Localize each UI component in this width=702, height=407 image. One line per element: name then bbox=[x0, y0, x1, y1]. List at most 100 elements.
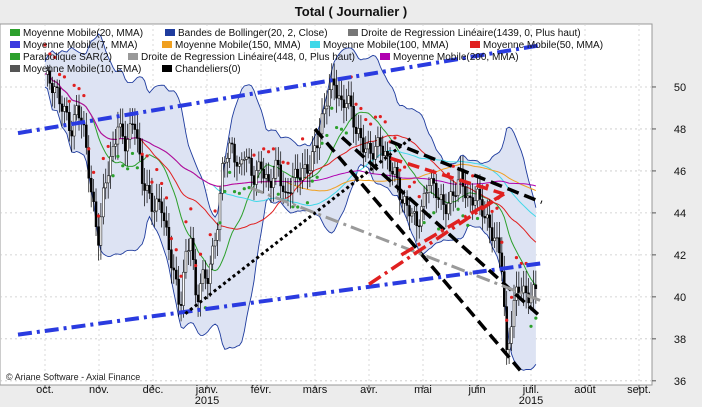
candle-body bbox=[160, 201, 163, 214]
sar-dot bbox=[500, 240, 504, 244]
candle-body bbox=[417, 225, 421, 228]
candle-body bbox=[437, 197, 440, 200]
candle-body bbox=[267, 174, 270, 182]
x-tick-label: août bbox=[574, 384, 595, 396]
candle-body bbox=[174, 269, 178, 280]
x-tick-label: janv. bbox=[195, 384, 218, 396]
sar-dot bbox=[485, 183, 489, 188]
candle-body bbox=[252, 175, 256, 185]
sar-dot bbox=[57, 72, 62, 77]
sar-dot bbox=[412, 180, 416, 184]
legend-label: Droite de Regression Linéaire(448, 0, Pl… bbox=[141, 52, 355, 63]
candle-body bbox=[70, 130, 73, 137]
candle-body bbox=[99, 216, 103, 246]
y-tick-label: 42 bbox=[674, 250, 686, 262]
candle-body bbox=[347, 95, 350, 104]
candle-body bbox=[354, 126, 358, 134]
candle-body bbox=[512, 300, 516, 327]
legend-swatch bbox=[165, 29, 175, 36]
candle-body bbox=[182, 271, 185, 306]
sar-dot bbox=[150, 180, 154, 184]
candle-body bbox=[454, 195, 457, 197]
candle-body bbox=[133, 123, 137, 130]
legend-label: Moyenne Mobile(150, MMA) bbox=[175, 40, 301, 51]
sar-dot bbox=[393, 136, 397, 140]
candle-body bbox=[255, 170, 258, 185]
sar-dot bbox=[262, 147, 266, 151]
candle-body bbox=[510, 326, 513, 344]
legend-swatch bbox=[10, 53, 20, 60]
credit-text: © Ariane Software - Axial Finance bbox=[6, 372, 140, 382]
sar-dot bbox=[383, 120, 387, 124]
candle-body bbox=[386, 150, 389, 157]
sar-dot bbox=[456, 207, 460, 211]
candle-body bbox=[342, 99, 346, 108]
candle-body bbox=[393, 167, 397, 175]
candle-body bbox=[87, 147, 90, 179]
candle-body bbox=[46, 70, 49, 75]
candle-body bbox=[201, 269, 205, 284]
candle-body bbox=[444, 204, 448, 215]
x-tick-label: oct. bbox=[36, 384, 54, 396]
candle-body bbox=[77, 105, 81, 119]
legend-label: Moyenne Mobile(50, MMA) bbox=[483, 40, 603, 51]
sar-dot bbox=[140, 152, 144, 156]
candle-body bbox=[405, 196, 409, 206]
sar-dot bbox=[155, 167, 159, 172]
candle-body bbox=[131, 123, 134, 126]
y-tick-label: 40 bbox=[674, 292, 686, 304]
candle-body bbox=[362, 137, 365, 153]
candle-body bbox=[469, 195, 472, 198]
candle-body bbox=[301, 168, 304, 181]
sar-dot bbox=[160, 181, 164, 186]
candle-body bbox=[332, 78, 336, 86]
candle-body bbox=[505, 306, 508, 350]
candle-body bbox=[359, 128, 363, 139]
candle-body bbox=[53, 86, 56, 94]
candle-body bbox=[456, 179, 460, 196]
candle-body bbox=[315, 145, 319, 149]
sar-dot bbox=[48, 52, 52, 56]
candle-body bbox=[284, 191, 287, 193]
candle-body bbox=[114, 143, 117, 147]
candle-body bbox=[102, 187, 105, 218]
sar-dot bbox=[62, 75, 67, 79]
legend-label: Moyenne Mobile(200, MMA) bbox=[393, 52, 519, 63]
candle-body bbox=[204, 269, 207, 279]
sar-dot bbox=[437, 227, 441, 231]
candle-body bbox=[391, 170, 394, 175]
candle-body bbox=[352, 106, 355, 128]
candle-body bbox=[48, 70, 52, 84]
candle-body bbox=[486, 214, 489, 219]
candle-body bbox=[298, 177, 302, 181]
sar-dot bbox=[116, 154, 120, 159]
candle-body bbox=[369, 142, 372, 154]
sar-dot bbox=[310, 179, 314, 183]
candle-body bbox=[532, 284, 535, 298]
sar-dot bbox=[198, 252, 203, 256]
sar-dot bbox=[189, 207, 193, 211]
candle-body bbox=[250, 158, 253, 176]
candle-body bbox=[194, 259, 197, 296]
candle-body bbox=[51, 83, 54, 94]
legend-label: Moyenne Mobile(7, MMA) bbox=[23, 40, 137, 51]
candle-body bbox=[179, 304, 183, 306]
candle-body bbox=[94, 201, 98, 227]
sar-dot bbox=[135, 166, 139, 170]
candle-body bbox=[230, 142, 234, 145]
candle-body bbox=[476, 188, 479, 201]
x-tick-label: févr. bbox=[251, 384, 272, 396]
sar-dot bbox=[325, 133, 329, 138]
candle-body bbox=[323, 108, 326, 115]
candle-body bbox=[240, 159, 244, 165]
candle-body bbox=[345, 103, 348, 108]
candle-body bbox=[138, 138, 142, 155]
candle-body bbox=[150, 193, 154, 212]
y-tick-label: 48 bbox=[674, 124, 686, 136]
candle-body bbox=[97, 226, 100, 246]
candle-body bbox=[104, 182, 107, 189]
candle-body bbox=[425, 192, 428, 194]
candle-body bbox=[483, 216, 487, 219]
candle-body bbox=[140, 153, 144, 184]
